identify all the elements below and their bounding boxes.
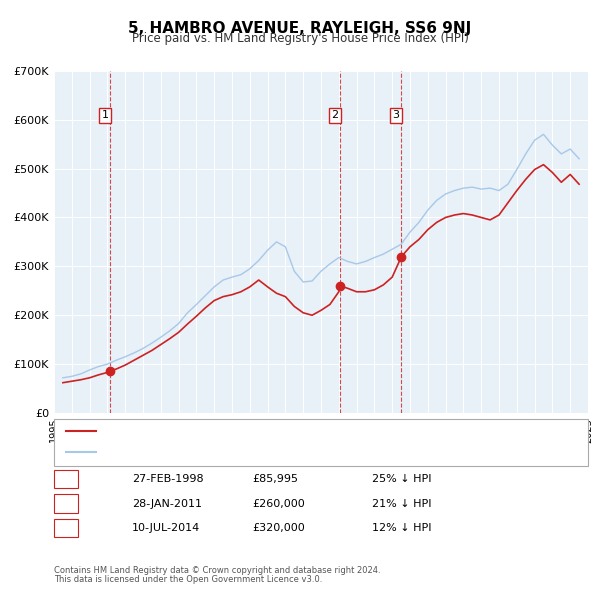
Text: 1: 1 (62, 474, 70, 484)
Text: Price paid vs. HM Land Registry's House Price Index (HPI): Price paid vs. HM Land Registry's House … (131, 32, 469, 45)
Text: 2: 2 (62, 499, 70, 509)
Text: 25% ↓ HPI: 25% ↓ HPI (372, 474, 431, 484)
Text: Contains HM Land Registry data © Crown copyright and database right 2024.: Contains HM Land Registry data © Crown c… (54, 566, 380, 575)
Text: HPI: Average price, detached house, Rochford: HPI: Average price, detached house, Roch… (99, 447, 338, 457)
Text: £320,000: £320,000 (252, 523, 305, 533)
Text: 3: 3 (392, 110, 400, 120)
Text: 12% ↓ HPI: 12% ↓ HPI (372, 523, 431, 533)
Text: £260,000: £260,000 (252, 499, 305, 509)
Text: 10-JUL-2014: 10-JUL-2014 (132, 523, 200, 533)
Text: 5, HAMBRO AVENUE, RAYLEIGH, SS6 9NJ (detached house): 5, HAMBRO AVENUE, RAYLEIGH, SS6 9NJ (det… (99, 427, 403, 436)
Text: £85,995: £85,995 (252, 474, 298, 484)
Text: 5, HAMBRO AVENUE, RAYLEIGH, SS6 9NJ: 5, HAMBRO AVENUE, RAYLEIGH, SS6 9NJ (128, 21, 472, 35)
Text: 21% ↓ HPI: 21% ↓ HPI (372, 499, 431, 509)
Text: 27-FEB-1998: 27-FEB-1998 (132, 474, 203, 484)
Text: 2: 2 (331, 110, 338, 120)
Text: 28-JAN-2011: 28-JAN-2011 (132, 499, 202, 509)
Text: 3: 3 (62, 523, 70, 533)
Text: This data is licensed under the Open Government Licence v3.0.: This data is licensed under the Open Gov… (54, 575, 322, 584)
Text: 1: 1 (101, 110, 109, 120)
